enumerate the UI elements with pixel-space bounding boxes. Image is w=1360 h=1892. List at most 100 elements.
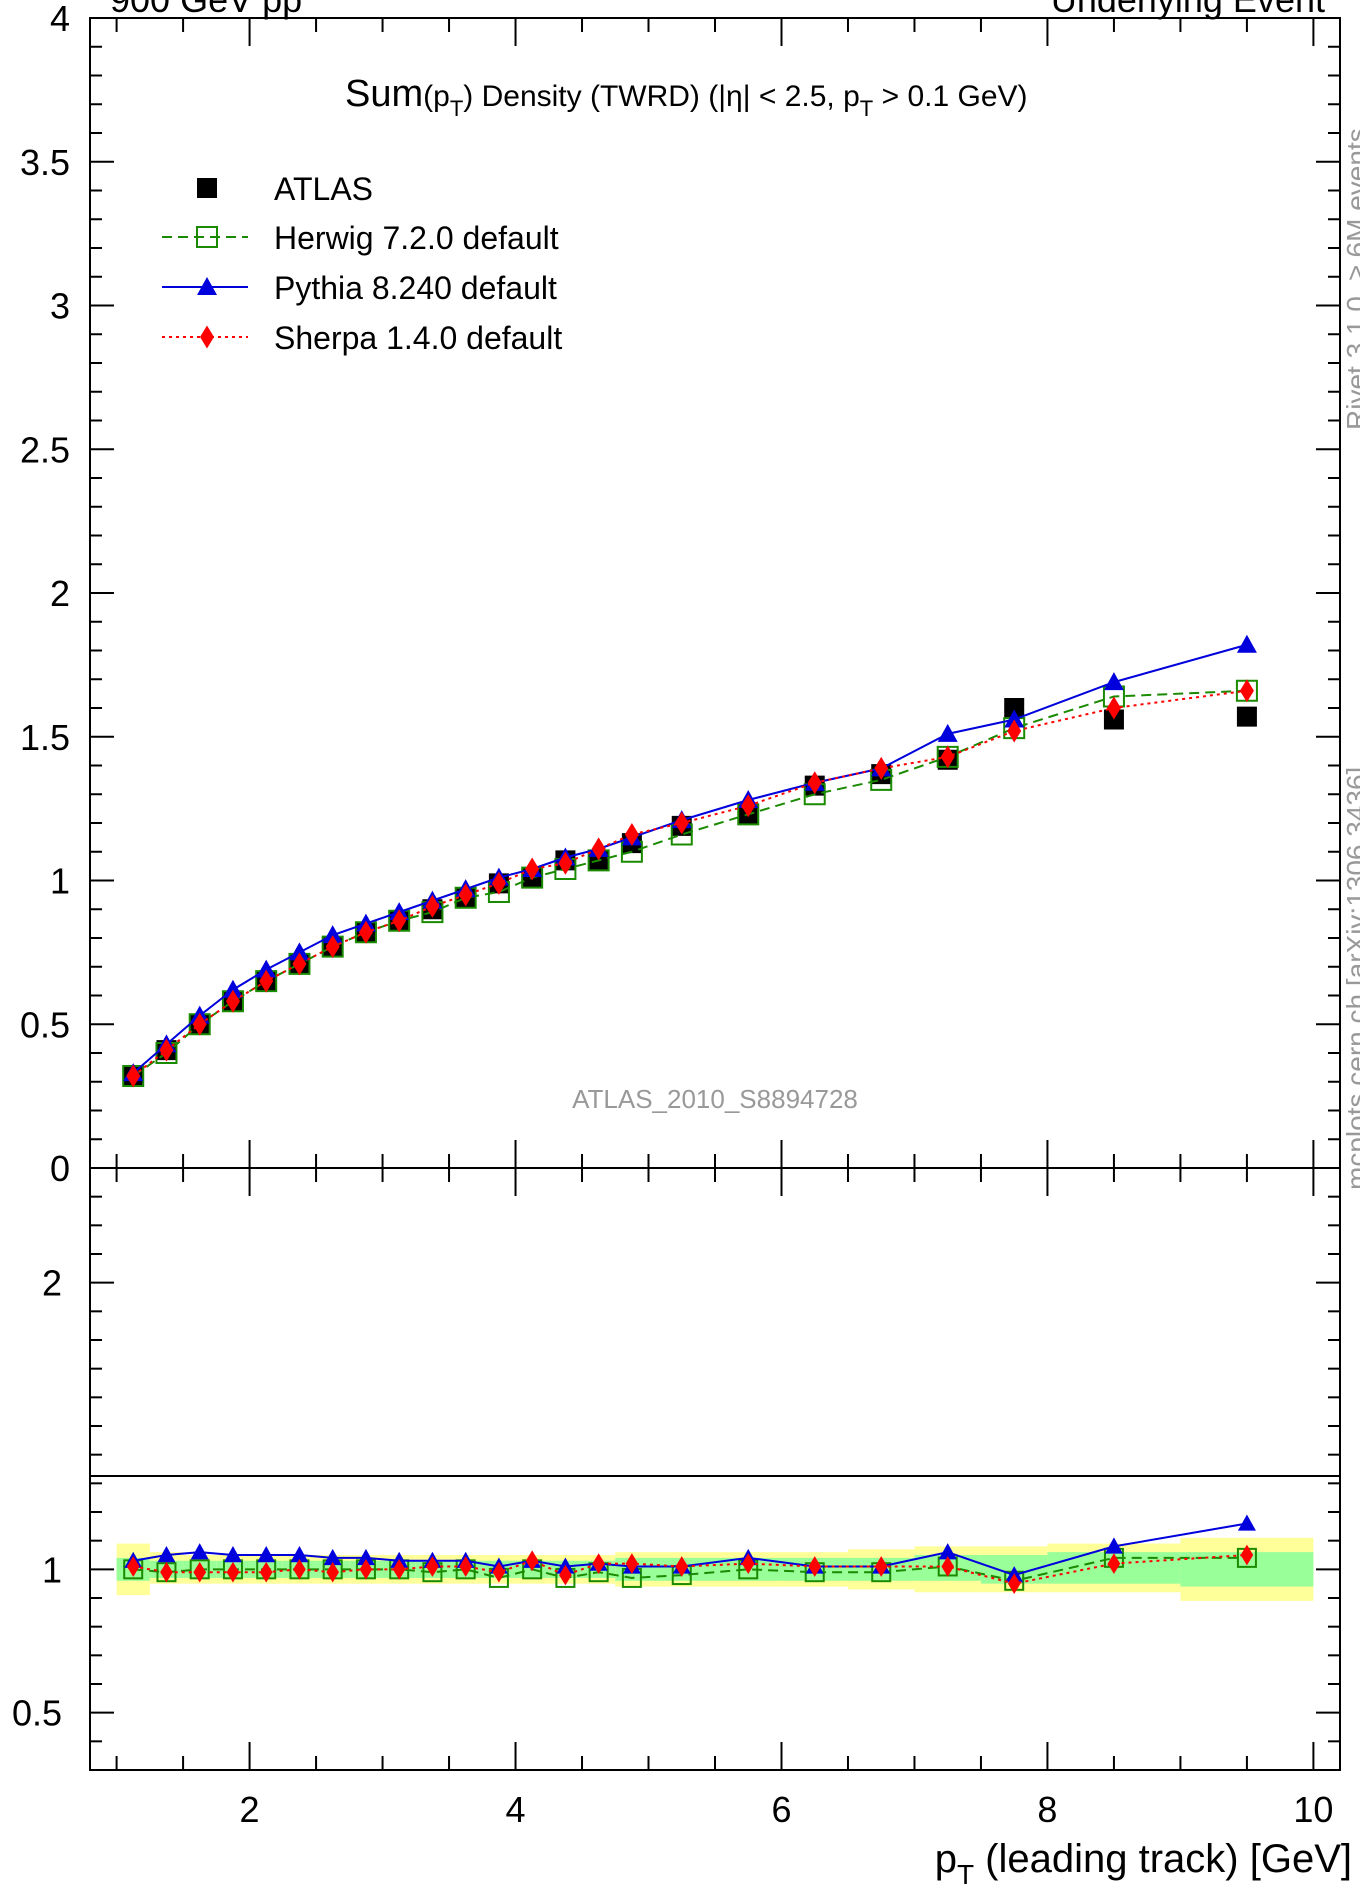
data-point <box>256 959 277 978</box>
data-point <box>159 1038 174 1062</box>
ratio-data-point <box>559 1564 572 1586</box>
ratio-data-point <box>1237 1514 1256 1531</box>
ratio-y-tick-labels: 0.5 1 2 <box>12 1263 62 1734</box>
main-title-eta: |η| < 2.5, p <box>718 80 860 113</box>
series-herwig <box>122 679 1258 1087</box>
data-point <box>322 925 343 944</box>
data-point <box>937 723 958 742</box>
ratio-data-point <box>190 1543 209 1560</box>
data-point <box>558 851 573 875</box>
x-tick-label: 6 <box>771 1789 791 1830</box>
ratio-data-point <box>257 1546 276 1563</box>
ratio-data-point <box>226 1561 240 1583</box>
data-point <box>225 989 240 1013</box>
legend-label: Pythia 8.240 default <box>274 270 557 306</box>
main-y-tick-label: 2.5 <box>20 429 70 470</box>
main-panel: 00.511.522.533.54 Sum(pT) Density (TWRD)… <box>20 0 1341 1189</box>
ratio-series-line <box>133 1556 1247 1582</box>
legend-marker <box>196 226 218 248</box>
data-point <box>289 942 310 961</box>
data-point <box>807 771 822 795</box>
ratio-data-point <box>126 1556 140 1577</box>
ratio-axis-ticks <box>90 1168 1340 1770</box>
legend-marker <box>197 178 217 198</box>
data-point <box>1239 679 1254 703</box>
series-sherpa <box>126 679 1254 1088</box>
ratio-series-sherpa <box>126 1544 1254 1595</box>
main-series-layer <box>122 634 1258 1088</box>
legend-entry: Pythia 8.240 default <box>162 270 557 306</box>
data-point <box>1004 709 1025 728</box>
legend-marker <box>197 277 217 295</box>
header-right-label: Underlying Event <box>1051 0 1325 20</box>
ratio-data-point <box>1240 1544 1254 1566</box>
ratio-data-point <box>808 1556 822 1577</box>
series-atlas <box>123 698 1257 1086</box>
main-title-mid: ) Density (TWRD) ( <box>463 80 718 113</box>
data-point <box>1007 719 1022 743</box>
data-point <box>674 811 689 835</box>
series-line <box>132 689 1247 1077</box>
main-title: Sum(pT) Density (TWRD) (|η| < 2.5, pT > … <box>345 73 1028 121</box>
data-point <box>624 823 639 846</box>
series-pythia <box>123 634 1257 1082</box>
legend-entry: Sherpa 1.4.0 default <box>162 320 562 356</box>
data-point <box>741 794 756 818</box>
main-title-open: ( <box>423 80 433 113</box>
ratio-data-point <box>293 1558 306 1580</box>
main-y-tick-label: 1 <box>50 861 70 902</box>
x-tick-labels: 2 4 6 8 10 <box>240 1789 1334 1830</box>
ratio-data-point <box>1107 1553 1121 1574</box>
main-y-tick-label: 0.5 <box>20 1004 70 1045</box>
ratio-data-point <box>941 1556 955 1577</box>
ratio-data-point <box>459 1556 472 1577</box>
ratio-data-point <box>323 1548 342 1566</box>
data-point <box>940 745 955 769</box>
legend-marker <box>200 325 214 349</box>
series-line <box>132 643 1248 1074</box>
main-y-tick-label: 3.5 <box>20 142 70 183</box>
main-y-tick-label: 4 <box>50 0 70 39</box>
ratio-series-layer <box>123 1514 1257 1595</box>
ratio-data-point <box>592 1553 605 1574</box>
ratio-data-point <box>160 1561 173 1583</box>
data-point <box>1103 672 1124 691</box>
data-point <box>1004 698 1025 718</box>
ratio-data-point <box>290 1546 309 1563</box>
data-point <box>192 1012 207 1036</box>
main-y-tick-label: 1.5 <box>20 717 70 758</box>
data-point <box>458 883 473 907</box>
legend-label: Sherpa 1.4.0 default <box>274 320 562 356</box>
main-title-p: p <box>433 80 450 113</box>
data-point <box>126 1064 141 1088</box>
ratio-data-point <box>1007 1573 1021 1595</box>
ratio-y-tick-label: 0.5 <box>12 1693 62 1734</box>
x-axis-label-p: p <box>935 1837 957 1881</box>
legend-entry: Herwig 7.2.0 default <box>162 220 559 256</box>
ratio-data-point <box>392 1558 406 1580</box>
data-point <box>222 979 243 998</box>
ratio-data-point <box>356 1548 375 1566</box>
ratio-panel: 0.5 1 2 2 4 6 8 10 <box>12 1167 1341 1830</box>
data-point <box>1106 696 1121 720</box>
x-tick-label: 10 <box>1293 1789 1333 1830</box>
main-title-end: > 0.1 GeV) <box>873 80 1027 113</box>
ratio-y-tick-label: 2 <box>42 1263 62 1304</box>
legend-entry: ATLAS <box>197 171 373 207</box>
ratio-data-point <box>157 1546 176 1563</box>
data-point <box>591 837 606 861</box>
data-point <box>392 909 407 933</box>
data-point <box>425 894 440 918</box>
x-tick-label: 2 <box>240 1789 260 1830</box>
main-title-sum: Sum <box>345 73 423 115</box>
data-point <box>292 952 307 976</box>
data-point <box>1236 706 1257 727</box>
ratio-data-point <box>1104 1537 1123 1554</box>
ratio-data-point <box>223 1546 242 1563</box>
ratio-frame <box>89 1167 1341 1771</box>
ratio-data-point <box>492 1561 506 1583</box>
data-point <box>325 935 340 959</box>
data-point <box>1236 634 1257 653</box>
ratio-data-point <box>359 1558 373 1580</box>
side-text-lower: mcplots.cern.ch [arXiv:1306.3436] <box>1341 767 1360 1190</box>
